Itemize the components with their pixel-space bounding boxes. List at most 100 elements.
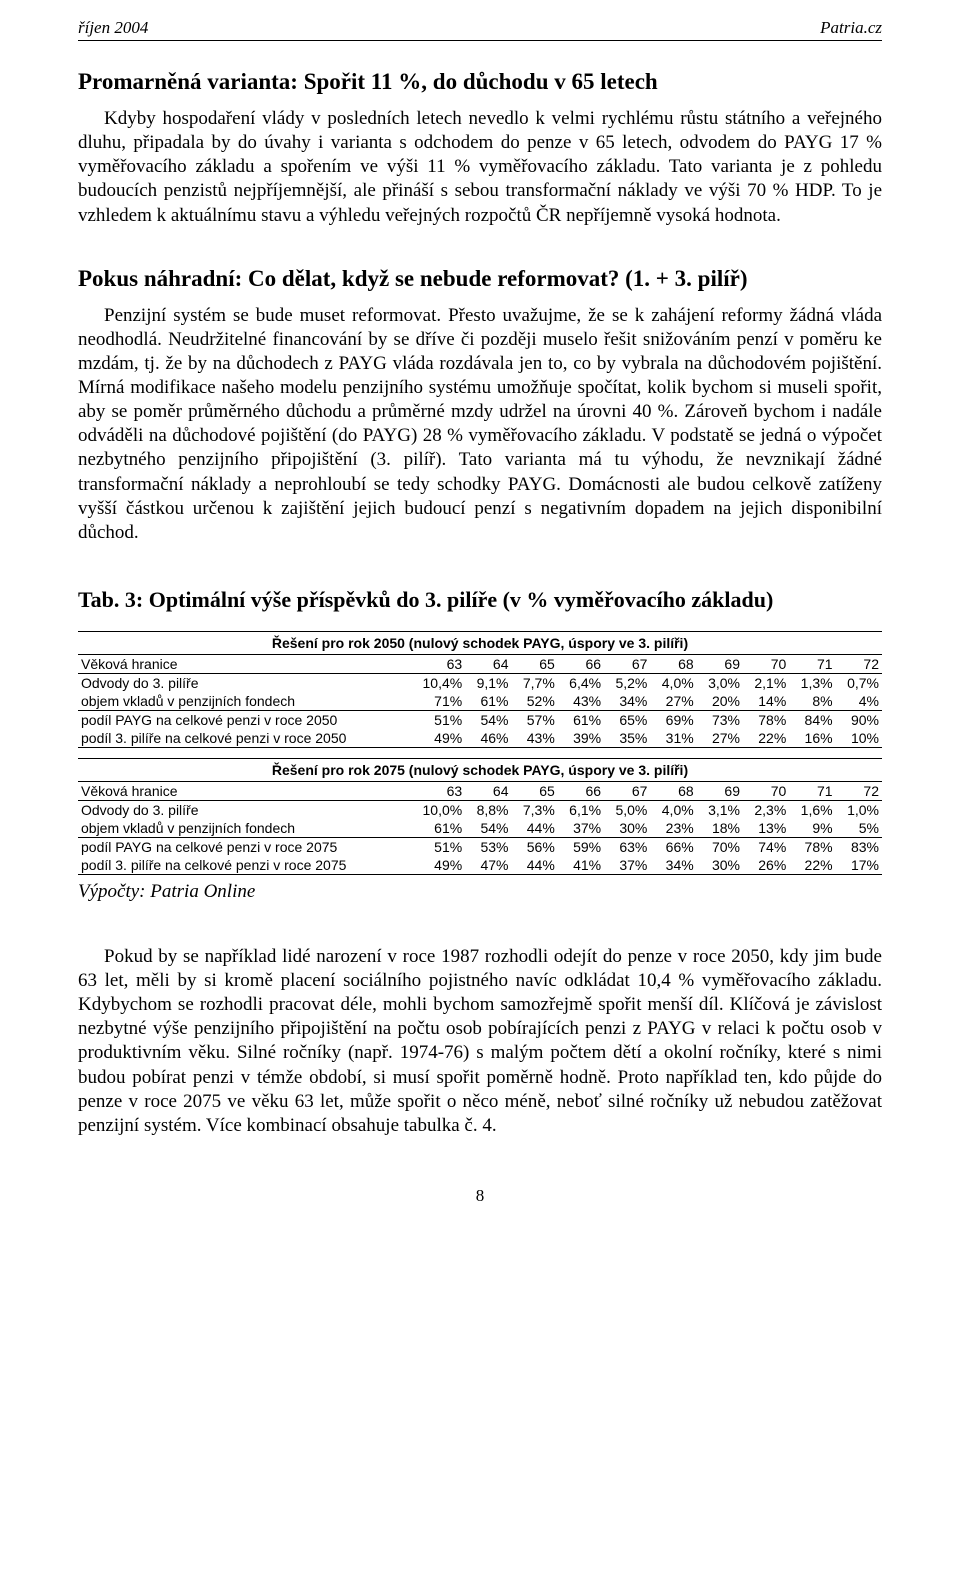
cell: 35% <box>604 729 650 748</box>
cell: 61% <box>409 819 465 838</box>
cell: 9,1% <box>465 673 511 692</box>
section2-title: Pokus náhradní: Co dělat, když se nebude… <box>78 266 882 292</box>
cell: 65% <box>604 710 650 729</box>
cell: 74% <box>743 837 789 856</box>
cell: 27% <box>650 692 696 711</box>
cell: 10,4% <box>409 673 465 692</box>
cell: 6,1% <box>558 800 604 819</box>
table-2075: Řešení pro rok 2075 (nulový schodek PAYG… <box>78 758 882 875</box>
row-label: podíl PAYG na celkové penzi v roce 2050 <box>78 710 409 729</box>
cell: 4,0% <box>650 673 696 692</box>
table-row: podíl PAYG na celkové penzi v roce 2075 … <box>78 837 882 856</box>
cell: 44% <box>512 856 558 875</box>
cell: 52% <box>512 692 558 711</box>
header-left: říjen 2004 <box>78 18 148 38</box>
table-row: objem vkladů v penzijních fondech 61% 54… <box>78 819 882 838</box>
cell: 2,3% <box>743 800 789 819</box>
cell: 2,1% <box>743 673 789 692</box>
cell: 5,0% <box>604 800 650 819</box>
cell: 37% <box>558 819 604 838</box>
table-row: Věková hranice 63 64 65 66 67 68 69 70 7… <box>78 654 882 673</box>
cell: 51% <box>409 837 465 856</box>
cell: 64 <box>465 781 511 800</box>
cell: 20% <box>697 692 743 711</box>
cell: 5,2% <box>604 673 650 692</box>
cell: 1,0% <box>836 800 882 819</box>
cell: 7,7% <box>512 673 558 692</box>
cell: 3,1% <box>697 800 743 819</box>
cell: 61% <box>465 692 511 711</box>
cell: 67 <box>604 781 650 800</box>
cell: 68 <box>650 781 696 800</box>
cell: 30% <box>604 819 650 838</box>
cell: 66 <box>558 654 604 673</box>
cell: 1,6% <box>789 800 835 819</box>
cell: 66 <box>558 781 604 800</box>
cell: 46% <box>465 729 511 748</box>
row-label: objem vkladů v penzijních fondech <box>78 692 409 711</box>
cell: 1,3% <box>789 673 835 692</box>
table-row: podíl 3. pilíře na celkové penzi v roce … <box>78 856 882 875</box>
cell: 72 <box>836 654 882 673</box>
cell: 67 <box>604 654 650 673</box>
cell: 10% <box>836 729 882 748</box>
cell: 47% <box>465 856 511 875</box>
cell: 34% <box>650 856 696 875</box>
table-main-caption: Tab. 3: Optimální výše příspěvků do 3. p… <box>78 587 882 613</box>
cell: 43% <box>558 692 604 711</box>
cell: 54% <box>465 710 511 729</box>
cell: 69 <box>697 654 743 673</box>
header-rule <box>78 40 882 41</box>
cell: 63 <box>409 781 465 800</box>
cell: 41% <box>558 856 604 875</box>
cell: 54% <box>465 819 511 838</box>
cell: 43% <box>512 729 558 748</box>
cell: 14% <box>743 692 789 711</box>
cell: 49% <box>409 729 465 748</box>
table-row: Odvody do 3. pilíře 10,0% 8,8% 7,3% 6,1%… <box>78 800 882 819</box>
cell: 63 <box>409 654 465 673</box>
cell: 0,7% <box>836 673 882 692</box>
table-2050-caption: Řešení pro rok 2050 (nulový schodek PAYG… <box>78 631 882 654</box>
cell: 53% <box>465 837 511 856</box>
cell: 13% <box>743 819 789 838</box>
cell: 63% <box>604 837 650 856</box>
cell: 68 <box>650 654 696 673</box>
page-header: říjen 2004 Patria.cz <box>78 18 882 38</box>
row-label: Odvody do 3. pilíře <box>78 673 409 692</box>
table-row: Věková hranice 63 64 65 66 67 68 69 70 7… <box>78 781 882 800</box>
closing-para: Pokud by se například lidé narození v ro… <box>78 945 882 1138</box>
cell: 39% <box>558 729 604 748</box>
row-label: objem vkladů v penzijních fondech <box>78 819 409 838</box>
cell: 17% <box>836 856 882 875</box>
row-label: podíl 3. pilíře na celkové penzi v roce … <box>78 856 409 875</box>
cell: 23% <box>650 819 696 838</box>
section1-para: Kdyby hospodaření vlády v posledních let… <box>78 107 882 228</box>
cell: 34% <box>604 692 650 711</box>
cell: 8% <box>789 692 835 711</box>
cell: 70 <box>743 781 789 800</box>
cell: 73% <box>697 710 743 729</box>
cell: 78% <box>743 710 789 729</box>
cell: 59% <box>558 837 604 856</box>
cell: 49% <box>409 856 465 875</box>
cell: 8,8% <box>465 800 511 819</box>
cell: 31% <box>650 729 696 748</box>
row-label: Věková hranice <box>78 654 409 673</box>
row-label: podíl 3. pilíře na celkové penzi v roce … <box>78 729 409 748</box>
cell: 65 <box>512 781 558 800</box>
cell: 37% <box>604 856 650 875</box>
cell: 6,4% <box>558 673 604 692</box>
cell: 66% <box>650 837 696 856</box>
cell: 78% <box>789 837 835 856</box>
row-label: Věková hranice <box>78 781 409 800</box>
header-right: Patria.cz <box>820 18 882 38</box>
cell: 4,0% <box>650 800 696 819</box>
row-label: Odvody do 3. pilíře <box>78 800 409 819</box>
table-row: podíl PAYG na celkové penzi v roce 2050 … <box>78 710 882 729</box>
cell: 57% <box>512 710 558 729</box>
cell: 10,0% <box>409 800 465 819</box>
section2-para: Penzijní systém se bude muset reformovat… <box>78 304 882 545</box>
table-source: Výpočty: Patria Online <box>78 881 882 903</box>
cell: 5% <box>836 819 882 838</box>
